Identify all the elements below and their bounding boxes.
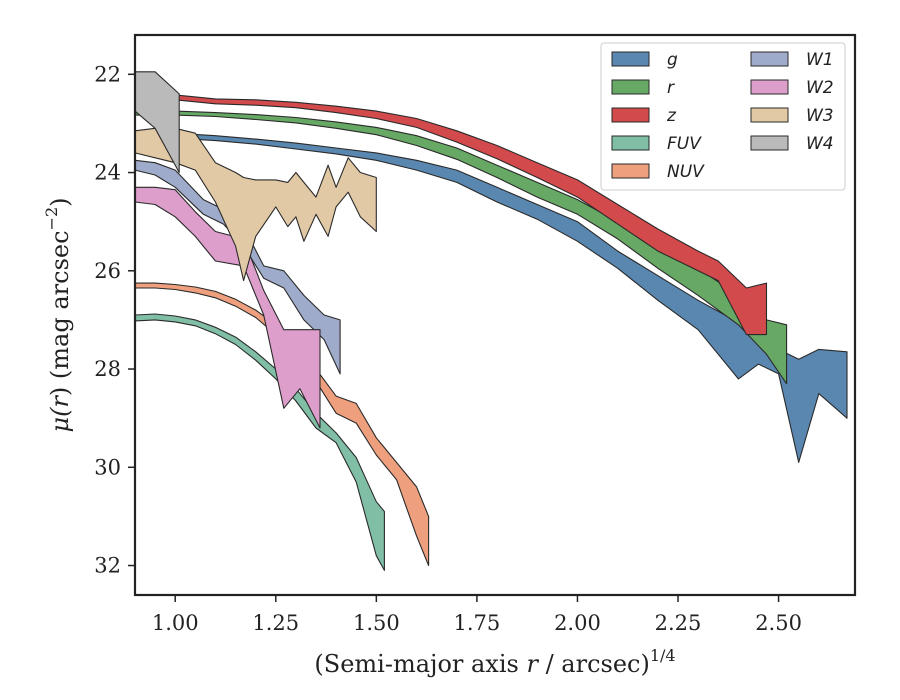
x-axis-label: (Semi-major axis r / arcsec)1/4 [314, 646, 675, 678]
y-tick-label: 26 [94, 259, 121, 283]
x-tick-label: 1.50 [353, 611, 400, 635]
legend-label-fuv: FUV [667, 134, 702, 154]
x-tick-label: 2.50 [755, 611, 802, 635]
legend-label-w1: W1 [806, 50, 834, 70]
legend-label-w3: W3 [806, 106, 834, 126]
series-bands [134, 71, 848, 571]
legend-swatch-g [611, 51, 650, 67]
legend-label-nuv: NUV [667, 162, 705, 182]
y-axis-label-variable: r [46, 395, 74, 408]
x-axis-label-unit: / arcsec) [538, 650, 650, 678]
legend: grz FUV NUV W1 W2 W3 W4 [600, 42, 846, 191]
x-tick-label: 1.75 [454, 611, 501, 635]
x-tick-label: 1.00 [152, 611, 199, 635]
y-axis-label-close: ) [46, 197, 74, 206]
x-axis-label-variable: r [526, 650, 539, 678]
y-tick-label: 28 [94, 357, 121, 381]
legend-swatch-fuv [611, 135, 650, 151]
x-axis-label-main: (Semi-major axis [314, 650, 526, 678]
band-w3 [134, 127, 377, 282]
legend-label-w4: W4 [806, 134, 834, 154]
legend-swatch-nuv [611, 163, 650, 179]
x-axis-label-exponent: 1/4 [650, 646, 676, 665]
y-axis-label-symbol: μ( [46, 407, 74, 433]
legend-label-w2: W2 [806, 78, 834, 98]
y-tick-label: 30 [94, 455, 121, 479]
x-axis-ticks: 1.00 1.25 1.50 1.75 2.00 2.25 2.50 [152, 595, 802, 635]
legend-swatch-w2 [750, 79, 789, 95]
legend-label-g: g [667, 50, 678, 70]
band-w2 [134, 186, 321, 429]
x-tick-label: 1.25 [252, 611, 299, 635]
legend-label-z: z [666, 106, 677, 126]
band-g [134, 130, 848, 463]
y-axis-label-unit: ) (mag arcsec [46, 230, 74, 396]
x-tick-label: 2.25 [655, 611, 702, 635]
y-axis-label: μ(r) (mag arcsec−2) [42, 197, 74, 432]
plot-frame [133, 33, 857, 597]
legend-swatch-w1 [750, 51, 789, 67]
y-axis-ticks: 22 24 26 28 30 32 [94, 62, 135, 578]
y-tick-label: 32 [94, 554, 121, 578]
band-z [134, 90, 768, 336]
y-tick-label: 22 [94, 62, 121, 86]
y-tick-label: 24 [94, 161, 121, 185]
legend-label-r: r [667, 78, 675, 98]
legend-swatch-z [611, 107, 650, 123]
y-axis-label-exponent: −2 [42, 207, 61, 231]
x-tick-label: 2.00 [554, 611, 601, 635]
legend-swatch-w4 [750, 135, 789, 151]
legend-swatch-r [611, 79, 650, 95]
legend-swatch-w3 [750, 107, 789, 123]
band-fuv [134, 313, 385, 571]
